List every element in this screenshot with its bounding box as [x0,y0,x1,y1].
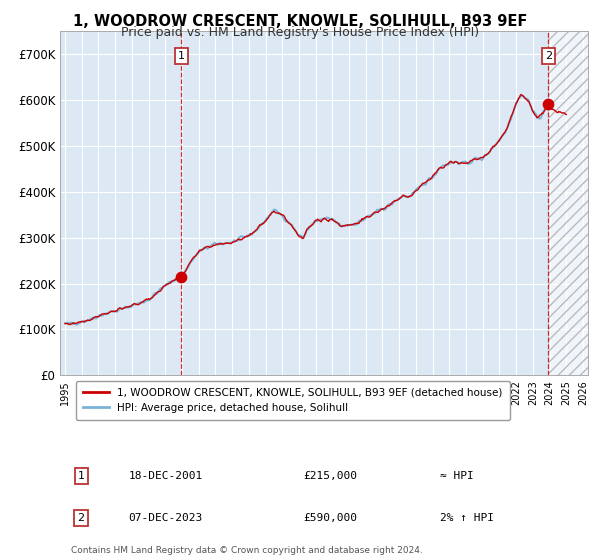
Text: £215,000: £215,000 [303,471,357,481]
Text: 07-DEC-2023: 07-DEC-2023 [128,513,203,523]
Text: Contains HM Land Registry data © Crown copyright and database right 2024.: Contains HM Land Registry data © Crown c… [71,545,422,555]
Point [544,100,553,109]
Text: 1: 1 [77,471,85,481]
Text: 18-DEC-2001: 18-DEC-2001 [128,471,203,481]
Bar [548,31,588,375]
Point [176,272,186,281]
Bar [548,31,588,375]
Text: 2: 2 [77,513,85,523]
Text: 2% ↑ HPI: 2% ↑ HPI [440,513,494,523]
Text: Price paid vs. HM Land Registry's House Price Index (HPI): Price paid vs. HM Land Registry's House … [121,26,479,39]
Text: ≈ HPI: ≈ HPI [440,471,474,481]
Text: 1, WOODROW CRESCENT, KNOWLE, SOLIHULL, B93 9EF: 1, WOODROW CRESCENT, KNOWLE, SOLIHULL, B… [73,14,527,29]
Legend: 1, WOODROW CRESCENT, KNOWLE, SOLIHULL, B93 9EF (detached house), HPI: Average pr: 1, WOODROW CRESCENT, KNOWLE, SOLIHULL, B… [76,381,510,421]
Text: 1: 1 [178,51,185,61]
Text: 2: 2 [545,51,552,61]
Text: £590,000: £590,000 [303,513,357,523]
